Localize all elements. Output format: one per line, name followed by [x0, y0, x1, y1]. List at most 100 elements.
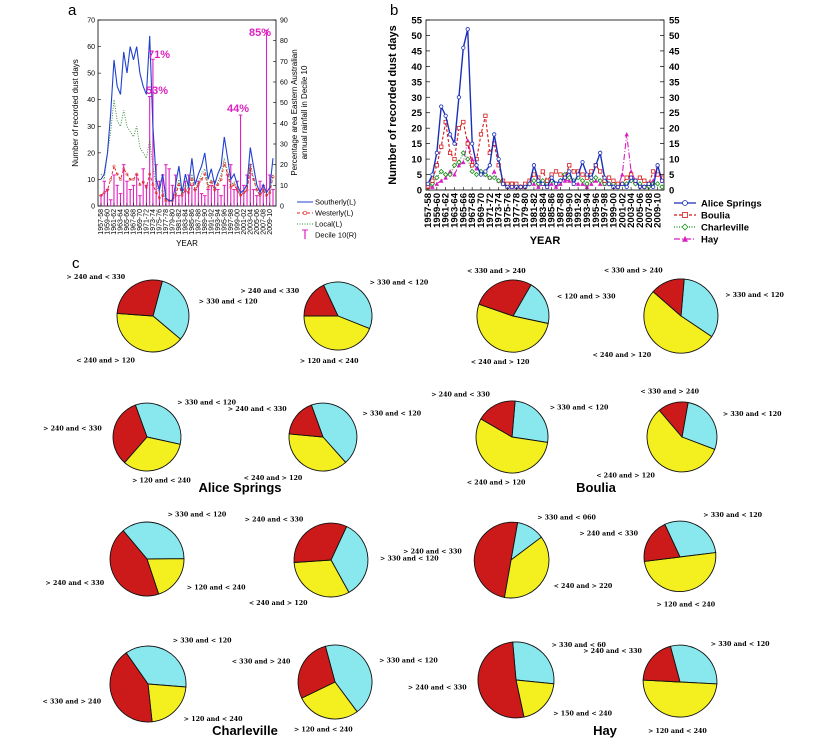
annotation-44: 44% [227, 103, 249, 115]
marker-triangle [492, 169, 497, 174]
marker-diamond [434, 174, 440, 181]
marker-circle [620, 181, 625, 186]
annotation-85: 85% [249, 27, 271, 39]
marker-square [558, 172, 563, 177]
marker-square [461, 119, 466, 125]
b-xtick-label: 1957-58 [423, 193, 434, 228]
westerly-point [119, 177, 122, 181]
westerly-point [154, 191, 158, 195]
a-ytick-right-label: 40 [280, 121, 288, 128]
a-ytick-right-label: 80 [280, 38, 288, 45]
marker-triangle [567, 178, 572, 183]
marker-circle [624, 184, 629, 190]
marker-diamond [597, 178, 603, 184]
marker-circle [500, 181, 506, 186]
marker-circle [642, 184, 647, 190]
marker-triangle [434, 181, 440, 186]
westerly-point [235, 188, 239, 192]
legend-label: Boulia [701, 211, 731, 222]
marker-diamond [495, 178, 502, 184]
pie-slice-cyan [512, 641, 555, 685]
b-xtick-label: 1961-62 [441, 193, 452, 228]
westerly-point [222, 162, 226, 165]
marker-square [452, 156, 457, 162]
pie-slice-yellow [476, 303, 549, 353]
pie-slice-red [297, 645, 336, 699]
b-xtick-label: 2001-02 [617, 193, 628, 228]
a-xtick-label: 1963-64 [117, 209, 124, 235]
pie-chart: > 330 and < 60 > 150 and < 240 > 240 and <… [408, 641, 613, 719]
b-xtick-label: 1995-96 [591, 193, 602, 228]
westerly-point [187, 191, 191, 195]
b-ytick-right-label: 10 [669, 155, 680, 166]
westerly-point [261, 188, 265, 192]
panel-b-xlabel: YEAR [530, 235, 561, 247]
westerly-point [102, 191, 106, 195]
pie-slice-label: > 240 and < 330 [408, 685, 467, 692]
marker-triangle [461, 159, 466, 165]
marker-circle [615, 184, 620, 190]
marker-square [470, 163, 475, 168]
a-xtick-label: 1987-88 [195, 209, 202, 235]
b-xtick-label: 1967-68 [467, 193, 478, 228]
b-ytick-left-label: 0 [417, 186, 422, 197]
marker-square [682, 212, 688, 218]
a-ytick-right-label: 50 [280, 100, 288, 107]
site-label-alice-springs: Alice Springs [198, 480, 281, 495]
b-ytick-right-label: 50 [669, 31, 680, 42]
marker-square [598, 169, 603, 174]
a-xtick-label: 1997-98 [228, 209, 235, 235]
b-xtick-label: 1989-90 [564, 193, 575, 228]
pie-slice-label: > 240 and < 330 [403, 548, 462, 555]
pie-slice-label: < 240 and > 120 [249, 600, 308, 607]
panel-a-legend: Southerly(L) Westerly(L) Local(L) Decile 10… [297, 198, 357, 240]
marker-circle [576, 172, 581, 177]
marker-circle [461, 45, 466, 50]
legend-label: Decile 10(R) [315, 231, 357, 240]
pie-slice-label: < 240 and > 120 [244, 475, 303, 482]
pie-slice-label: > 240 and < 330 [583, 648, 642, 655]
pie-slice-yellow [123, 436, 181, 472]
marker-circle [558, 178, 563, 183]
b-xtick-label: 1959-60 [432, 193, 443, 228]
marker-circle [633, 178, 638, 183]
pie-chart: > 330 and < 120 > 120 and < 240 > 240 and … [583, 641, 770, 735]
a-ytick-left-label: 60 [87, 44, 95, 51]
a-ytick-right-label: 30 [280, 142, 288, 149]
marker-diamond [469, 168, 475, 175]
pie-slice-red [303, 284, 339, 317]
westerly-point [255, 188, 259, 192]
marker-diamond [456, 159, 462, 165]
a-xtick-label: 1979-80 [169, 209, 176, 235]
marker-circle [430, 172, 435, 177]
a-xtick-label: 1959-60 [104, 209, 111, 235]
legend-label: Southerly(L) [315, 198, 356, 207]
westerly-point [164, 199, 168, 203]
pie-slice-label: > 120 and < 240 [656, 602, 715, 609]
marker-circle [598, 150, 603, 156]
westerly-point [252, 177, 255, 181]
marker-circle [518, 184, 523, 190]
b-ytick-left-label: 45 [411, 46, 422, 57]
marker-circle [659, 178, 665, 183]
marker-circle [536, 178, 541, 183]
westerly-point [135, 172, 139, 176]
pie-slice-label: > 120 and < 240 [132, 478, 191, 485]
b-xtick-label: 2009-10 [653, 193, 664, 228]
b-xtick-label: 1981-82 [529, 193, 540, 228]
site-label-charleville: Charleville [212, 723, 278, 738]
pie-slice-label: > 120 and < 240 [294, 727, 353, 734]
westerly-point [232, 183, 236, 187]
marker-circle [509, 184, 514, 190]
pie-slice-label: < 330 and > 240 [640, 389, 699, 396]
marker-triangle [558, 181, 563, 186]
marker-square [478, 132, 484, 137]
pie-slice-label: > 330 and < 60 [552, 642, 607, 649]
marker-circle [478, 172, 484, 177]
westerly-point [268, 191, 272, 195]
marker-square [606, 175, 612, 180]
marker-circle [545, 184, 550, 190]
panel-label-a: a [68, 2, 77, 19]
b-xtick-label: 2007-08 [644, 193, 655, 228]
